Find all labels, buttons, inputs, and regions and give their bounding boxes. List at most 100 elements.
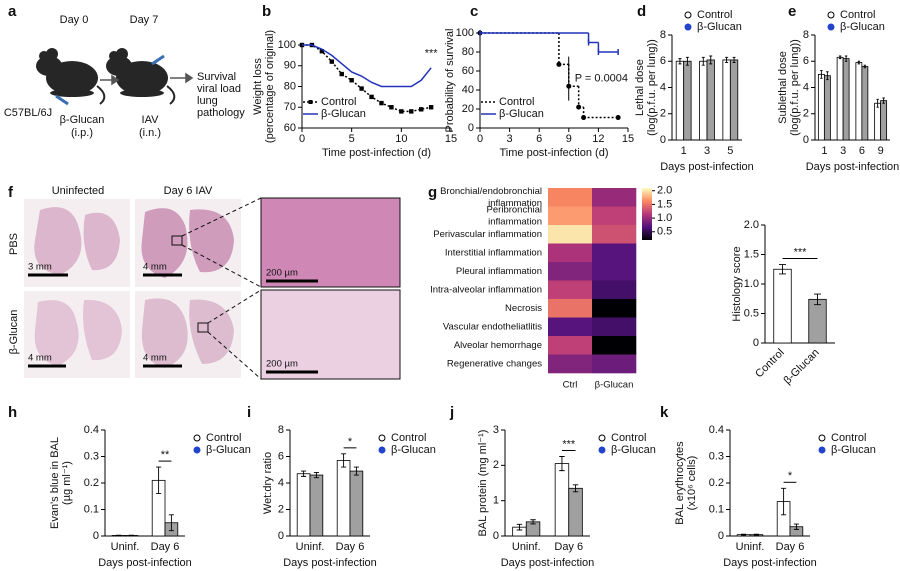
scale-label: 200 µm <box>266 268 298 279</box>
marker <box>359 86 364 91</box>
x-axis-label: Days post-infection <box>660 161 754 173</box>
legend-marker <box>827 23 835 31</box>
error-bar <box>779 264 786 275</box>
y-tick-label: 90 <box>284 60 296 72</box>
x-tick-label: 5 <box>349 133 355 145</box>
zoom-box <box>197 322 209 333</box>
x-tick-label: Day 6 <box>776 541 805 553</box>
error-bar <box>857 60 861 65</box>
marker <box>339 71 344 77</box>
panel-letter: e <box>788 3 796 20</box>
legend-marker <box>378 434 386 442</box>
y-tick-label: 0.2 <box>709 477 724 489</box>
row-label: PBS <box>8 233 20 255</box>
legend-label: Control <box>391 432 426 444</box>
error-bar <box>876 98 879 108</box>
row-label: Peribronchial <box>487 204 542 215</box>
error-bar <box>732 56 736 64</box>
x-tick-label: 6 <box>536 133 542 145</box>
annotation: *** <box>562 438 576 450</box>
x-tick-label: 15 <box>445 133 457 145</box>
schematic: a Day 0 Day 7 C57BL/6J β-Glucan (i.p.) I… <box>4 3 245 139</box>
bar <box>309 474 324 537</box>
x-tick-label: 3 <box>840 145 846 157</box>
y-axis-label: Weight loss <box>252 58 264 115</box>
row-label: Pleural inflammation <box>456 266 542 277</box>
error-bar <box>313 471 319 479</box>
error-bar <box>844 55 848 62</box>
bar <box>722 59 731 141</box>
bar <box>349 470 364 537</box>
y-tick-label: 0.4 <box>709 424 724 436</box>
heat-cell <box>548 262 593 281</box>
error-bar <box>863 64 867 69</box>
legend-label: Control <box>831 432 866 444</box>
legend-marker <box>818 434 826 442</box>
x-tick-label: 10 <box>395 133 407 145</box>
marker <box>428 105 434 110</box>
legend-label: Control <box>499 96 534 108</box>
marker <box>615 115 621 121</box>
y-tick-label: 0 <box>278 530 284 542</box>
x-axis-label: Time post-infection (d) <box>322 147 431 159</box>
marker <box>389 105 394 110</box>
heat-cell <box>548 354 593 374</box>
y-axis-label: (µg ml⁻¹) <box>61 461 73 505</box>
error-bar <box>793 523 799 530</box>
y-axis-label: Evan's blue in BAL <box>49 437 61 529</box>
panel-letter: d <box>637 3 646 20</box>
y-tick-label: 2 <box>493 459 499 471</box>
heat-cell <box>548 317 593 337</box>
x-axis-label: Time post-infection (d) <box>499 147 608 159</box>
y-tick-label: 40 <box>462 84 474 96</box>
x-tick-label: 1 <box>821 145 827 157</box>
scale-label: 4 mm <box>143 262 167 273</box>
bar <box>823 75 831 141</box>
legend-label: β-Glucan <box>391 444 436 456</box>
y-tick-label: 80 <box>284 80 296 92</box>
x-tick-label: 0 <box>299 133 305 145</box>
x-tick-label: 12 <box>592 133 604 145</box>
x-tick-label: 6 <box>859 145 865 157</box>
y-tick-label: 1.5 <box>744 248 759 260</box>
error-bar <box>156 466 162 495</box>
tissue <box>34 299 123 366</box>
scale-label: 4 mm <box>143 353 167 364</box>
y-tick-label: 3 <box>493 424 499 436</box>
x-axis-label: Days post-infection <box>806 161 900 173</box>
marker <box>319 49 325 54</box>
x-tick-label: Day 6 <box>151 541 180 553</box>
error-bar <box>709 55 713 65</box>
error-bar <box>516 523 523 531</box>
y-tick-label: 80 <box>462 46 474 58</box>
bar <box>699 60 708 141</box>
legend-marker <box>827 11 835 19</box>
y-tick-label: 8 <box>803 29 809 41</box>
y-axis-label: BAL protein (mg ml⁻¹) <box>477 430 489 537</box>
x-tick-label: Control <box>753 347 787 381</box>
error-bar <box>781 487 787 516</box>
y-tick-label: 0 <box>660 134 666 146</box>
timepoint: Day 7 <box>130 14 159 26</box>
mouse <box>36 48 106 105</box>
x-tick-label: 3 <box>704 145 710 157</box>
row-label: β-Glucan <box>8 310 20 355</box>
error-bar <box>725 56 729 64</box>
tissue <box>141 208 234 278</box>
x-axis-label: Days post-infection <box>723 557 817 569</box>
y-tick-label: 6 <box>660 55 666 67</box>
x-tick-label: Uninf. <box>111 541 140 553</box>
legend-marker <box>193 446 201 454</box>
y-tick-label: 0.3 <box>84 450 99 462</box>
mouse <box>106 48 176 105</box>
tissue <box>34 207 120 275</box>
heat-cell <box>548 188 593 207</box>
row-label: Necrosis <box>505 303 542 314</box>
row-label: Intra-alveolar inflammation <box>430 284 542 295</box>
x-tick-label: 1 <box>681 145 687 157</box>
error-bar <box>572 484 579 493</box>
y-tick-label: 1.0 <box>744 278 759 290</box>
legend-marker <box>684 23 692 31</box>
row-label: Vascular endotheliatlitis <box>443 321 542 332</box>
bar <box>855 62 863 141</box>
